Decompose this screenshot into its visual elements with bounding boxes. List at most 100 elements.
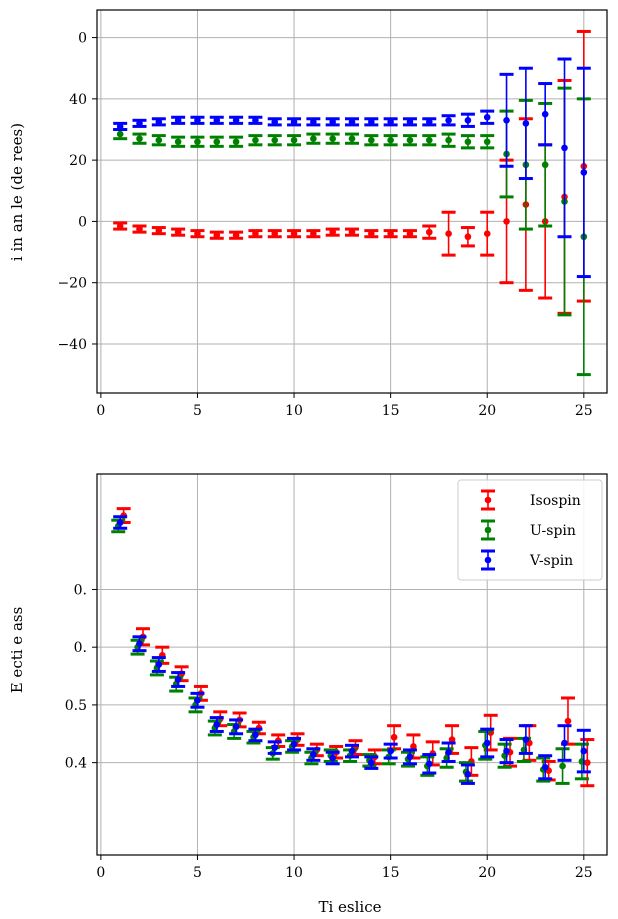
y-tick-label: −40 xyxy=(57,337,87,353)
data-point xyxy=(368,118,375,126)
y-tick-label: 0. xyxy=(74,640,87,656)
data-point xyxy=(445,136,452,144)
series-red xyxy=(113,29,591,315)
data-point xyxy=(561,144,568,152)
data-point xyxy=(213,138,221,146)
data-point xyxy=(116,519,124,526)
data-point xyxy=(483,739,491,747)
x-tick-label: 20 xyxy=(478,865,496,881)
data-point xyxy=(348,228,356,236)
x-tick-label: 20 xyxy=(478,403,496,419)
data-point xyxy=(252,731,259,739)
y-tick-label: 40 xyxy=(69,92,87,108)
top-y-axis-label: i in an le (de rees) xyxy=(8,123,26,261)
data-point xyxy=(406,118,414,126)
data-point xyxy=(448,736,456,743)
data-point xyxy=(155,136,163,144)
x-tick-label: 15 xyxy=(382,403,400,419)
legend-label: V-spin xyxy=(529,553,573,569)
data-point xyxy=(387,136,394,144)
bottom-ticks: 0 5 10 15 20 25 0. 0. 0.5 0.4 xyxy=(65,582,593,881)
bottom-series xyxy=(111,507,595,788)
top-ticks: 0 5 10 15 20 25 0 40 20 0 −20 −40 xyxy=(57,31,592,419)
top-plot-frame xyxy=(96,9,608,394)
data-point xyxy=(232,723,240,731)
data-point xyxy=(329,228,336,236)
bottom-y-axis-label: E ecti e ass xyxy=(8,607,26,694)
x-tick-label: 5 xyxy=(193,403,202,419)
legend-box xyxy=(457,479,603,581)
data-point xyxy=(559,762,566,770)
data-point xyxy=(522,736,530,743)
data-point xyxy=(290,118,298,126)
data-point xyxy=(136,120,143,127)
data-point xyxy=(155,661,163,668)
data-point xyxy=(194,138,201,146)
data-point xyxy=(483,230,491,237)
data-point xyxy=(329,118,336,126)
data-point xyxy=(155,118,163,126)
legend-label: Isospin xyxy=(530,493,581,509)
data-point xyxy=(387,230,394,237)
data-point xyxy=(561,739,568,747)
data-point xyxy=(445,117,452,124)
data-point xyxy=(541,161,549,169)
data-point xyxy=(213,231,221,239)
y-tick-label: 0. xyxy=(74,582,87,598)
data-point xyxy=(522,120,530,127)
data-point xyxy=(425,228,433,236)
data-point xyxy=(174,138,182,146)
data-point xyxy=(116,130,124,138)
top-series xyxy=(113,29,591,377)
y-tick-label: 0.4 xyxy=(65,756,87,772)
data-point xyxy=(464,138,472,146)
data-point xyxy=(194,117,201,124)
data-point xyxy=(464,770,472,778)
data-point xyxy=(271,744,279,751)
data-point xyxy=(348,118,356,126)
series-v-spin xyxy=(113,515,591,785)
data-point xyxy=(174,228,182,236)
data-point xyxy=(425,118,433,126)
x-tick-label: 10 xyxy=(285,865,303,881)
data-point xyxy=(387,747,394,755)
data-point xyxy=(445,230,452,237)
data-point xyxy=(271,136,279,144)
data-point xyxy=(252,136,259,144)
data-point xyxy=(232,231,240,239)
legend-marker-dot xyxy=(484,556,492,564)
data-point xyxy=(232,138,240,146)
data-point xyxy=(310,118,317,126)
data-point xyxy=(368,136,375,144)
data-point xyxy=(232,117,240,124)
data-point xyxy=(425,760,433,768)
data-point xyxy=(425,136,433,144)
data-point xyxy=(368,759,375,766)
data-point xyxy=(290,136,298,144)
data-point xyxy=(116,123,124,130)
legend-label: U-spin xyxy=(530,523,576,539)
data-point xyxy=(580,169,588,176)
data-point xyxy=(213,721,221,728)
data-point xyxy=(541,110,549,118)
x-tick-label: 25 xyxy=(575,403,593,419)
data-point xyxy=(136,640,143,648)
data-point xyxy=(116,222,124,230)
data-point xyxy=(406,230,414,237)
bottom-plot-frame xyxy=(96,473,608,856)
data-point xyxy=(583,759,591,766)
data-point xyxy=(464,233,472,241)
data-point xyxy=(564,717,572,725)
panel-bottom-effective-mass: 0 5 10 15 20 25 0. 0. 0.5 0.4 E ecti e ass Ti esl… xyxy=(8,473,608,916)
data-point xyxy=(348,135,356,142)
data-point xyxy=(252,230,259,237)
data-point xyxy=(368,230,375,237)
data-point xyxy=(541,763,549,771)
data-point xyxy=(213,117,221,124)
data-point xyxy=(310,135,317,142)
data-point xyxy=(580,747,588,755)
data-point xyxy=(310,230,317,237)
data-point xyxy=(329,135,336,142)
data-point xyxy=(406,753,414,761)
